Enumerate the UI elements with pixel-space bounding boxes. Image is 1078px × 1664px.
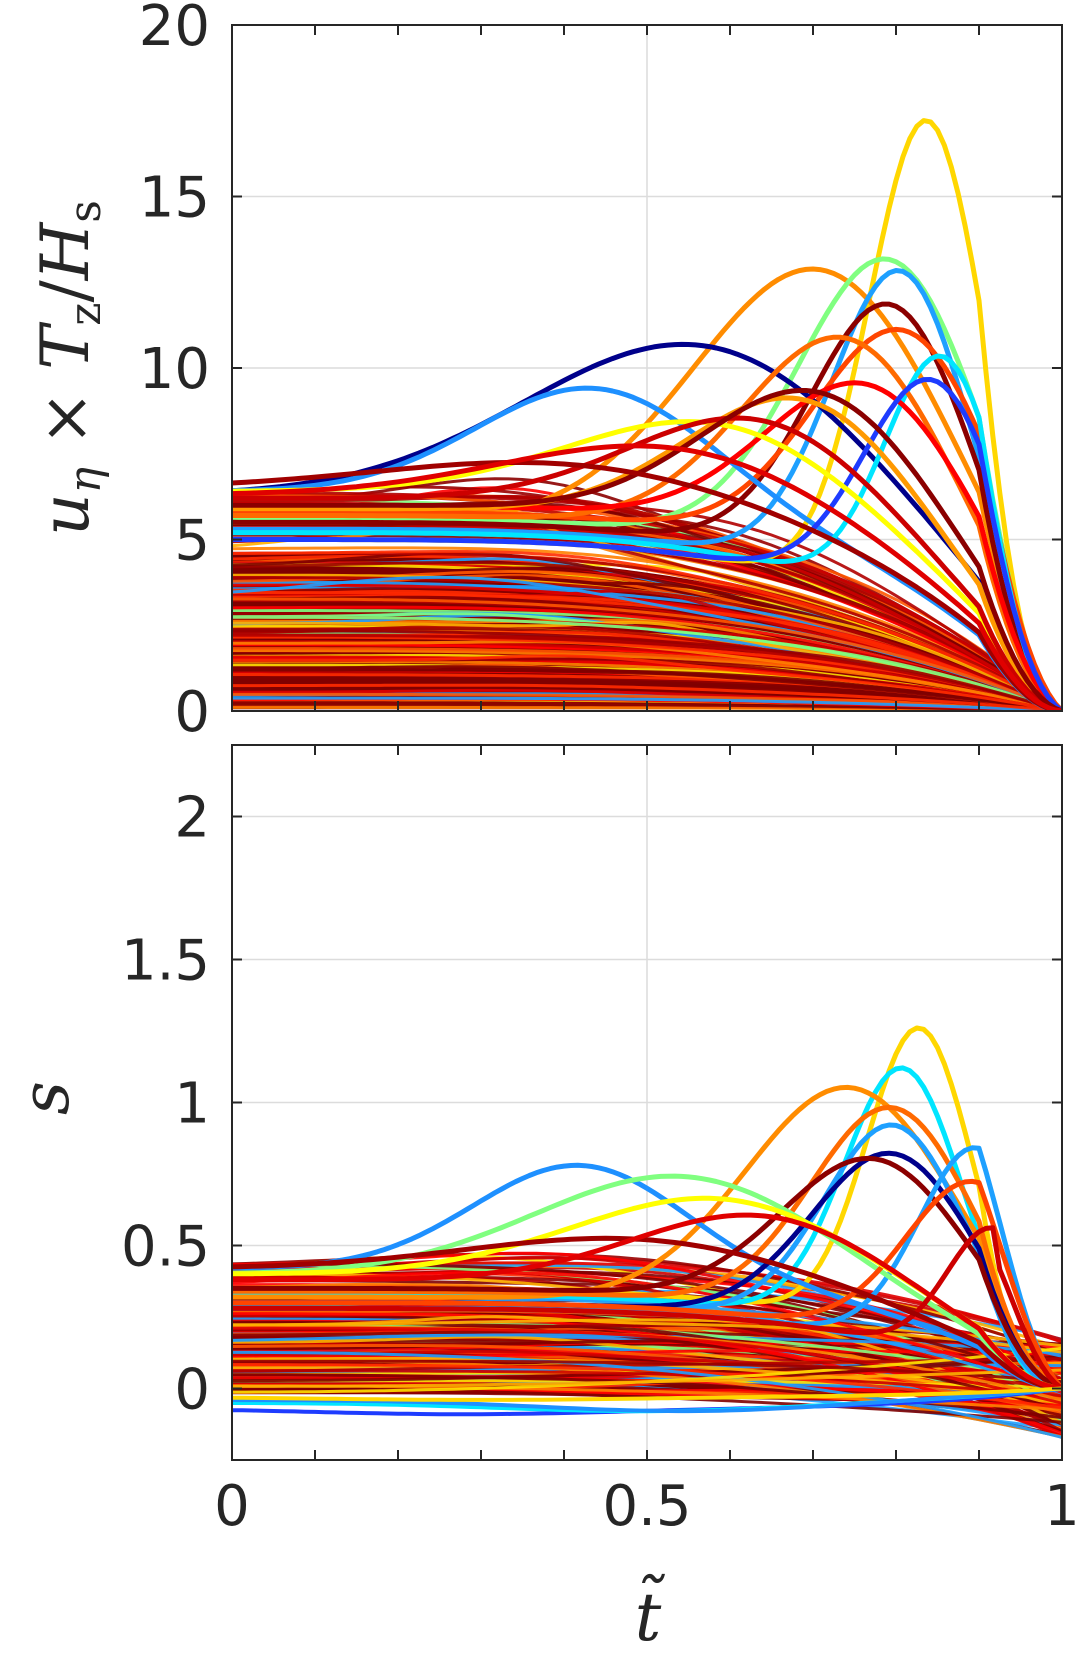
y-tick-label: 20	[139, 0, 210, 59]
top-ylabel: uη × Tz/Hs	[27, 200, 111, 536]
background-series-line	[232, 667, 1062, 711]
y-tick-label: 2	[174, 786, 210, 851]
series-line	[232, 1178, 1062, 1391]
background-series-line	[232, 615, 1062, 711]
top-ylabel-u: u	[27, 493, 104, 536]
series-line	[232, 301, 1062, 711]
y-tick-label: 15	[139, 166, 210, 231]
series-line	[232, 388, 1062, 711]
y-tick-label: 5	[174, 509, 210, 574]
background-series-line	[232, 654, 1062, 711]
top-y-ticks: 0 5 10 15 20	[139, 0, 1062, 745]
series-line	[232, 334, 1062, 711]
series-line	[232, 415, 1062, 711]
top-ylabel-times: ×	[27, 370, 104, 467]
top-ylabel-s: s	[60, 200, 111, 223]
y-tick-label: 0	[174, 1358, 210, 1423]
top-ylabel-z: z	[60, 303, 111, 326]
background-series-line	[232, 597, 1062, 711]
y-tick-label: 0	[174, 680, 210, 745]
background-series-line	[232, 1368, 1062, 1388]
bottom-ylabel: s	[7, 1081, 84, 1115]
series-line	[232, 395, 1062, 711]
series-line	[232, 377, 1062, 711]
background-series-line	[232, 1359, 1062, 1384]
background-series-line	[232, 591, 1062, 711]
y-tick-label: 10	[139, 337, 210, 402]
background-series-line	[232, 550, 1062, 711]
background-series-line	[232, 633, 1062, 711]
bottom-dense-band	[232, 1251, 1062, 1440]
series-line	[232, 326, 1062, 711]
background-series-line	[232, 1271, 1062, 1395]
x-ticks: 0 0.5 1	[214, 1474, 1078, 1539]
background-series-line	[232, 696, 1062, 711]
top-ylabel-H: H	[27, 221, 104, 281]
background-series-line	[232, 1315, 1062, 1354]
background-series-line	[232, 576, 1062, 711]
y-tick-label: 1	[174, 1072, 210, 1137]
series-line	[232, 460, 1062, 711]
top-series-lines	[232, 118, 1062, 711]
series-line	[232, 268, 1062, 711]
background-series-line	[232, 683, 1062, 711]
series-line	[232, 1065, 1062, 1391]
series-line	[232, 353, 1062, 711]
series-line	[232, 1155, 1062, 1391]
series-line	[232, 443, 1062, 711]
background-series-line	[232, 1312, 1062, 1435]
y-tick-label: 0.5	[121, 1215, 210, 1280]
y-tick-label: 1.5	[121, 929, 210, 994]
top-ylabel-slash: /	[27, 280, 104, 303]
xlabel: t̃	[635, 1574, 666, 1656]
series-line	[232, 1235, 1062, 1391]
series-line	[232, 1212, 1062, 1391]
x-tick-label: 0	[214, 1474, 250, 1539]
series-line	[232, 1104, 1062, 1391]
series-line	[232, 1162, 1062, 1391]
top-ylabel-eta: η	[60, 467, 111, 493]
bottom-panel: 00.511.52 0 0.5 1 s t̃	[7, 744, 1078, 1656]
series-line	[232, 1225, 1062, 1391]
bottom-y-ticks: 0 0.5 1 1.5 2	[121, 745, 1062, 1460]
x-tick-label: 0.5	[602, 1474, 691, 1539]
series-line	[232, 1173, 1062, 1391]
background-series-line	[232, 692, 1062, 711]
bottom-series-lines	[232, 1025, 1062, 1417]
top-ylabel-T: T	[27, 321, 104, 370]
background-series-line	[232, 491, 1062, 711]
series-line	[232, 341, 1062, 711]
background-series-line	[232, 629, 1062, 711]
top-panel: 0 5 10 15 20 uη × Tz/Hs	[27, 0, 1063, 745]
background-series-line	[232, 1335, 1062, 1407]
background-series-line	[232, 583, 1062, 711]
background-series-line	[232, 676, 1062, 711]
negative-series-line	[232, 1386, 1062, 1402]
background-series-line	[232, 1350, 1062, 1439]
x-tick-label: 1	[1044, 1474, 1078, 1539]
